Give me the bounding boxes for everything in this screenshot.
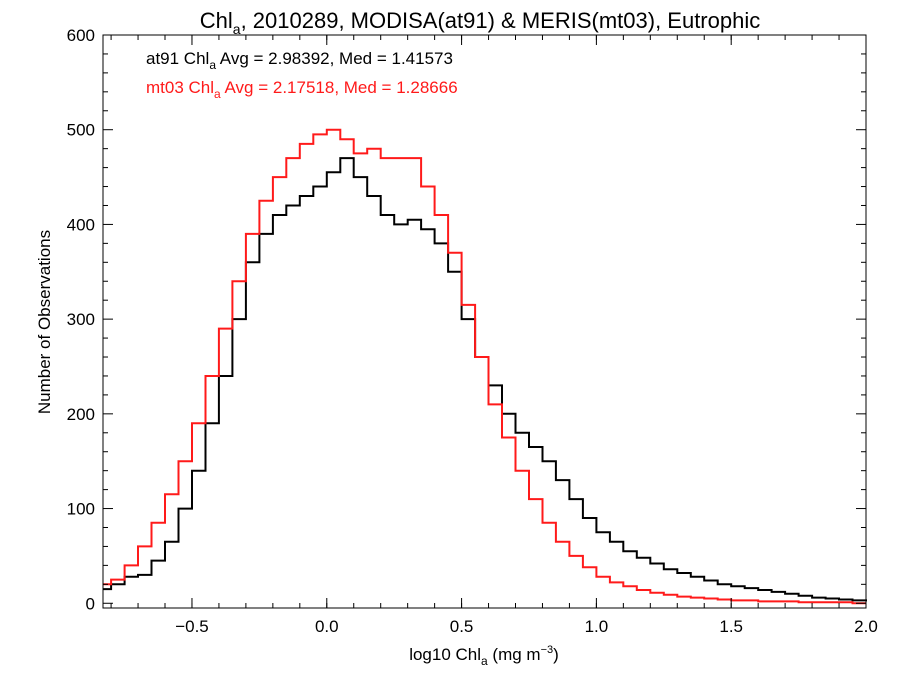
plot-frame <box>102 34 867 609</box>
chart-title-sub: a <box>233 21 241 37</box>
x-tick-label: 1.0 <box>585 617 609 636</box>
x-axis-label: log10 Chla (mg m−3) <box>409 644 559 668</box>
x-axis-ticks: −0.5 0.0 0.5 1.0 1.5 2.0 <box>110 35 878 636</box>
annotation-at91: at91 Chla Avg = 2.98392, Med = 1.41573 <box>146 49 453 72</box>
y-tick-label: 600 <box>67 26 95 45</box>
x-tick-label: 0.5 <box>450 617 474 636</box>
y-tick-label: 300 <box>67 310 95 329</box>
y-axis-ticks: 0 100 200 300 400 500 600 <box>67 26 866 613</box>
chart-title-rest: , 2010289, MODISA(at91) & MERIS(mt03), E… <box>241 8 761 33</box>
x-tick-label: −0.5 <box>175 617 209 636</box>
y-tick-label: 200 <box>67 405 95 424</box>
annotation-mt03: mt03 Chla Avg = 2.17518, Med = 1.28666 <box>146 78 458 101</box>
x-tick-label: 1.5 <box>719 617 743 636</box>
y-tick-label: 400 <box>67 215 95 234</box>
x-tick-label: 2.0 <box>854 617 878 636</box>
series-line-1 <box>103 128 866 605</box>
y-tick-label: 500 <box>67 121 95 140</box>
y-axis-label: Number of Observations <box>35 230 54 414</box>
chart-title: Chla, 2010289, MODISA(at91) & MERIS(mt03… <box>200 8 760 37</box>
chart-title-base: Chl <box>200 8 233 33</box>
plot-area <box>103 128 867 605</box>
svg-text:Number of Observations: Number of Observations <box>35 230 54 414</box>
annotations: at91 Chla Avg = 2.98392, Med = 1.41573 m… <box>146 49 458 101</box>
y-tick-label: 0 <box>86 594 95 613</box>
y-tick-label: 100 <box>67 500 95 519</box>
svg-text:log10 Chla (mg m−3): log10 Chla (mg m−3) <box>409 644 559 668</box>
svg-text:Chla, 2010289, MODISA(at91) &: Chla, 2010289, MODISA(at91) & MERIS(mt03… <box>200 8 760 37</box>
x-tick-label: 0.0 <box>315 617 339 636</box>
series-line-0 <box>103 157 867 602</box>
